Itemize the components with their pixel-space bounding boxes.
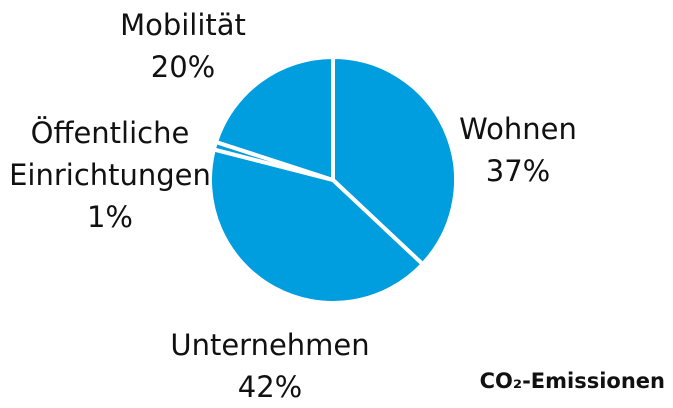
value-label: 1% [86,200,133,234]
category-label: Wohnen [459,112,577,146]
slice-label: Unternehmen 42% [155,324,385,408]
value-label: 42% [237,370,303,404]
category-label: Mobilität [120,8,246,42]
pie-slice [214,55,335,182]
pie-slice [208,147,425,305]
slice-label: Mobilität 20% [68,4,298,88]
value-label: 37% [485,154,551,188]
chart-title: CO₂-Emissionen [479,369,665,393]
value-label: 20% [150,50,216,84]
category-label: Unternehmen [170,328,370,362]
slice-label: Öffentliche Einrichtungen 1% [0,112,225,238]
slice-label: Wohnen 37% [403,108,633,192]
category-label: Öffentliche Einrichtungen [9,116,211,192]
pie-slice [331,55,458,267]
